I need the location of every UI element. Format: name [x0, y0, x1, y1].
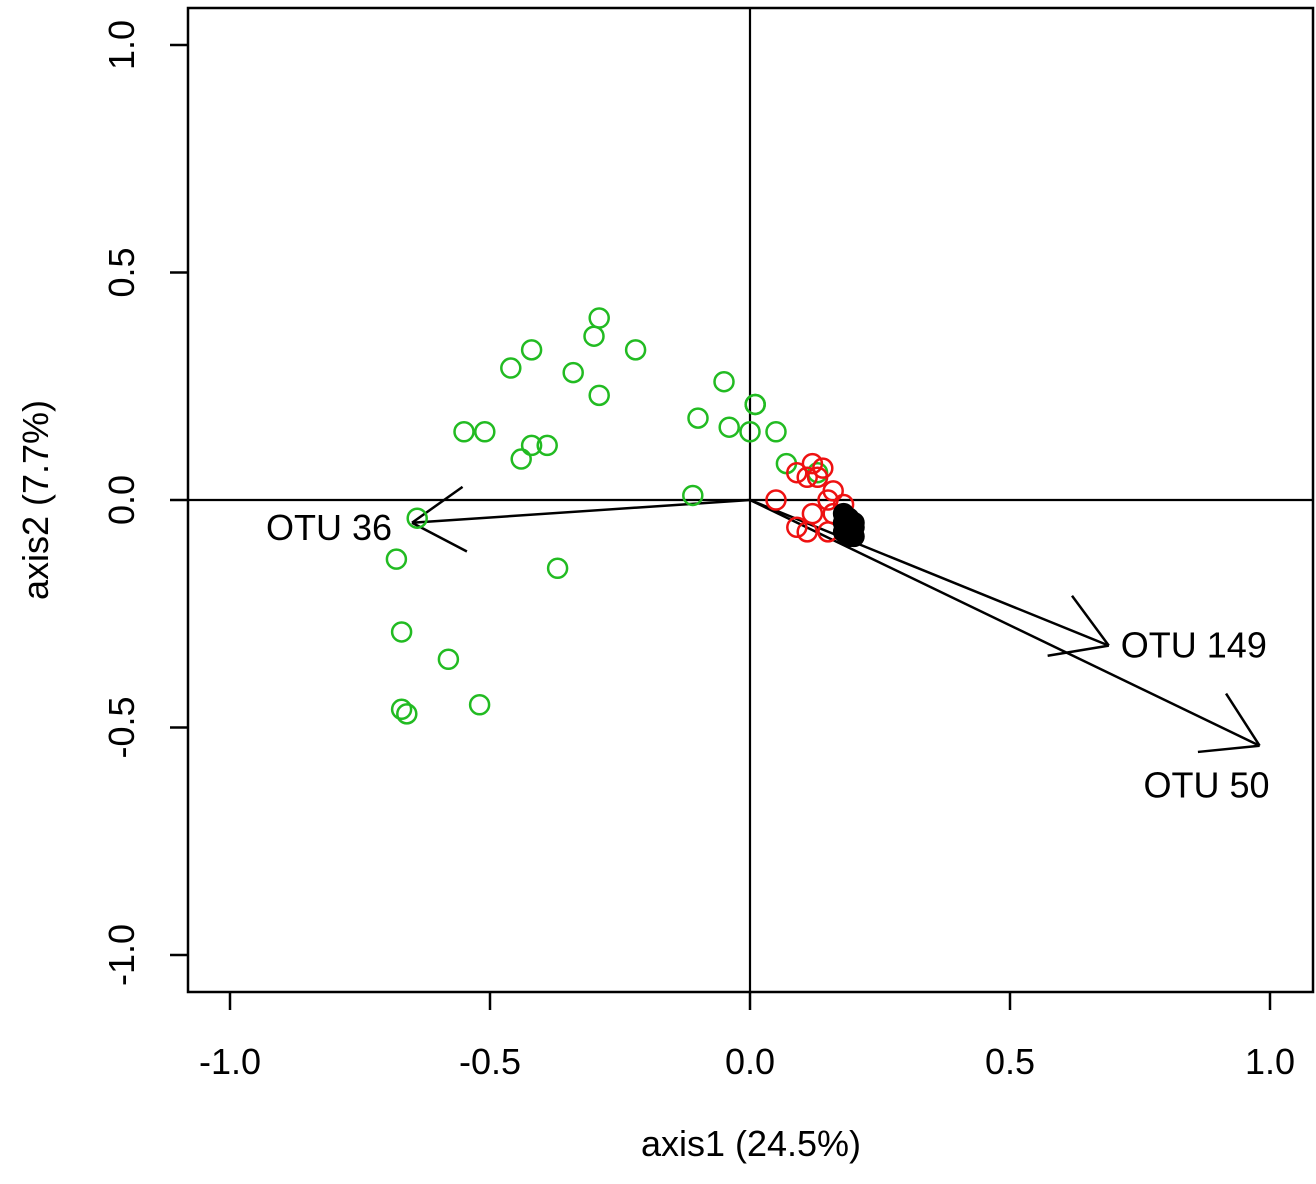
- data-point: [796, 521, 818, 543]
- data-point: [801, 502, 824, 525]
- plot-frame: [186, 6, 1315, 994]
- arrow-label: OTU 149: [1121, 625, 1267, 666]
- data-point: [453, 421, 475, 443]
- data-point: [520, 434, 543, 457]
- points-layer: [385, 307, 865, 725]
- x-tick-label: -0.5: [459, 1041, 521, 1082]
- data-point: [583, 325, 605, 347]
- data-point: [385, 548, 408, 570]
- data-point: [588, 307, 610, 329]
- loading-arrow: [749, 498, 1261, 747]
- x-axis: -1.0 -0.5 0.0 0.5 1.0: [199, 992, 1295, 1082]
- data-point: [817, 489, 839, 511]
- data-point: [536, 434, 558, 457]
- data-point: [468, 694, 491, 716]
- data-point: [806, 466, 829, 488]
- data-point: [500, 357, 522, 379]
- data-point: [739, 421, 761, 443]
- data-point: [396, 703, 418, 725]
- x-tick-label: 0.0: [725, 1041, 775, 1082]
- arrow-label: OTU 36: [266, 507, 392, 548]
- y-tick-label: -1.0: [101, 924, 142, 986]
- data-point: [562, 361, 584, 384]
- data-point: [682, 484, 704, 507]
- data-point: [744, 393, 766, 416]
- data-point: [765, 489, 787, 511]
- data-point: [546, 557, 569, 579]
- x-axis-title: axis1 (24.5%): [641, 1123, 861, 1164]
- arrow-head: [411, 485, 464, 524]
- data-point: [390, 698, 413, 721]
- data-point: [406, 507, 428, 529]
- arrow-head: [1225, 692, 1261, 747]
- data-point: [588, 384, 610, 407]
- data-point: [390, 621, 413, 643]
- data-point: [713, 370, 735, 393]
- data-point: [520, 339, 543, 361]
- x-tick-label: 1.0: [1245, 1041, 1295, 1082]
- y-tick-label: -0.5: [101, 696, 142, 758]
- arrow-head: [1047, 644, 1110, 657]
- y-axis-title: axis2 (7.7%): [15, 400, 56, 600]
- data-point: [786, 461, 808, 484]
- data-point: [718, 416, 740, 438]
- arrow-head: [1197, 744, 1260, 754]
- data-point: [474, 421, 496, 443]
- x-tick-label: 0.5: [985, 1041, 1035, 1082]
- data-point: [624, 339, 647, 361]
- y-tick-label: 1.0: [101, 20, 142, 70]
- y-tick-label: 0.0: [101, 475, 142, 525]
- arrow-head: [1071, 594, 1110, 647]
- y-axis: -1.0 -0.5 0.0 0.5 1.0: [101, 20, 188, 986]
- arrow-label: OTU 50: [1144, 765, 1270, 806]
- y-tick-label: 0.5: [101, 247, 142, 297]
- data-point: [437, 648, 460, 670]
- data-point: [765, 421, 787, 443]
- data-point: [786, 516, 808, 539]
- data-point: [510, 448, 532, 470]
- data-point: [687, 407, 709, 429]
- data-point: [832, 521, 855, 543]
- x-tick-label: -1.0: [199, 1041, 261, 1082]
- data-point: [796, 466, 818, 488]
- data-point: [801, 452, 824, 475]
- arrows-layer: OTU 36 OTU 149 OTU 50: [266, 485, 1270, 806]
- loading-arrow: [749, 498, 1110, 647]
